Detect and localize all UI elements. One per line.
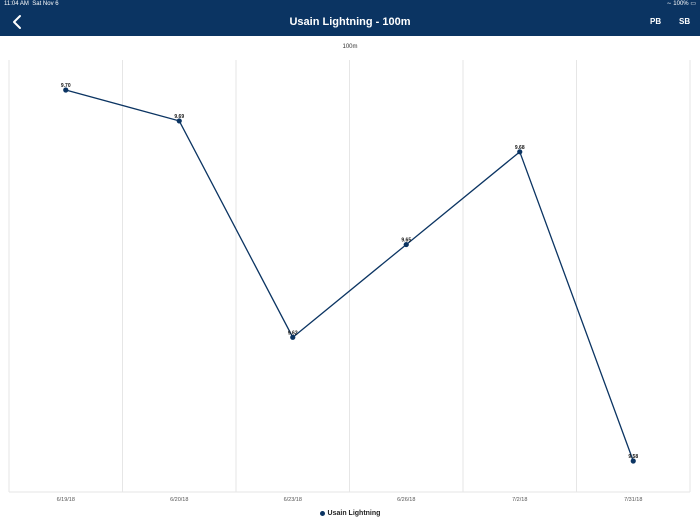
data-label: 9.65 — [401, 238, 411, 244]
legend-marker — [319, 511, 325, 516]
data-point — [403, 241, 409, 248]
data-label-layer: 9.70 9.69 9.62 9.65 9.68 9.58 — [61, 83, 638, 460]
pb-button[interactable]: PB — [650, 17, 662, 26]
chevron-left-icon — [13, 15, 21, 29]
status-bar: 11:04 AM Sat Nov 6 ∼ 100% ▭ — [0, 0, 700, 8]
x-tick-layer: 6/19/18 6/20/18 6/23/18 6/26/18 7/2/18 7/31/1… — [57, 497, 643, 503]
chart-legend: Usain Lightning — [0, 510, 700, 517]
data-point — [517, 149, 523, 155]
data-point — [176, 118, 182, 124]
data-label: 9.62 — [288, 330, 298, 336]
x-tick-label: 6/23/18 — [284, 497, 302, 503]
back-button[interactable] — [10, 14, 26, 30]
x-tick-label: 6/26/18 — [397, 497, 415, 503]
battery-icon: ▭ — [690, 1, 696, 7]
battery-percent: 100% — [673, 1, 689, 7]
chart-title: 100m — [342, 44, 358, 50]
point-layer — [63, 87, 636, 464]
data-label: 9.69 — [174, 114, 184, 120]
status-date: Sat Nov 6 — [32, 1, 59, 7]
nav-bar: Usain Lightning - 100m PB SB — [0, 8, 700, 36]
page-title: Usain Lightning - 100m — [289, 16, 411, 28]
data-label: 9.58 — [628, 454, 638, 460]
data-point — [630, 458, 636, 464]
x-tick-label: 6/20/18 — [170, 497, 188, 503]
data-point — [63, 87, 69, 93]
x-tick-label: 7/31/18 — [624, 497, 642, 503]
x-tick-label: 6/19/18 — [57, 497, 75, 503]
data-point — [290, 334, 296, 340]
status-time: 11:04 AM Sat Nov 6 — [4, 1, 59, 7]
legend-label: Usain Lightning — [327, 510, 381, 517]
sb-button[interactable]: SB — [679, 17, 691, 26]
data-label: 9.70 — [61, 83, 71, 89]
line-layer — [65, 89, 634, 462]
series-line — [65, 89, 634, 462]
x-tick-label: 7/2/18 — [512, 497, 527, 503]
wifi-icon: ∼ — [666, 1, 672, 7]
data-label: 9.68 — [515, 145, 525, 151]
grid-layer — [122, 60, 577, 492]
status-right: ∼ 100% ▭ — [667, 0, 696, 8]
